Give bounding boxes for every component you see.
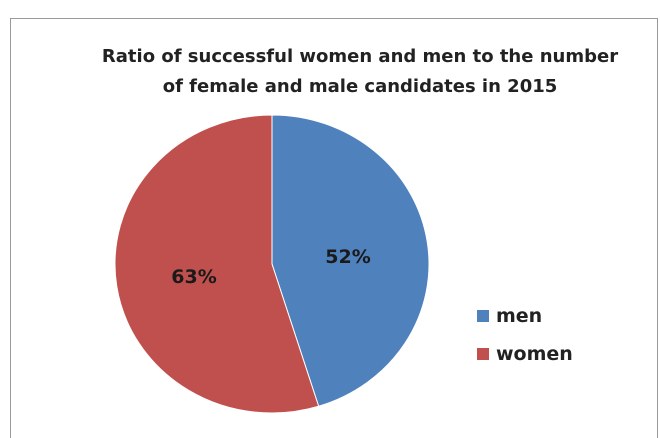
legend-swatch-women [477, 348, 489, 360]
legend: men women [477, 303, 573, 379]
pie-slice-men [271, 114, 430, 407]
chart-title-line-2: of female and male candidates in 2015 [162, 76, 558, 97]
pie-slice-women [114, 114, 320, 414]
chart-frame [10, 18, 658, 438]
slice-label-men: 52% [325, 246, 370, 268]
legend-label-women: women [496, 343, 573, 365]
legend-swatch-men [477, 310, 489, 322]
legend-label-men: men [496, 305, 543, 327]
legend-item-women: women [477, 341, 573, 367]
legend-item-men: men [477, 303, 573, 329]
slice-label-women: 63% [171, 266, 216, 288]
chart-title-line-1: Ratio of successful women and men to the… [101, 46, 619, 67]
chart-title: Ratio of successful women and men to the… [60, 42, 660, 102]
